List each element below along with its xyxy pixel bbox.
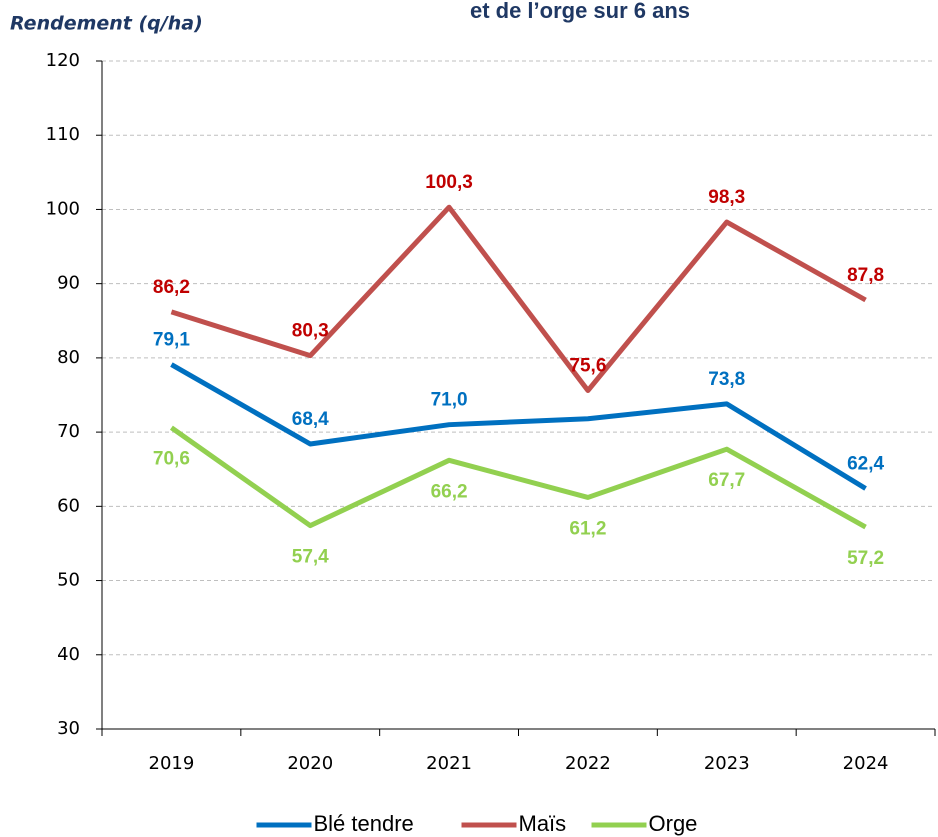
y-tick-label: 30 xyxy=(57,718,80,739)
data-label: 75,6 xyxy=(569,356,606,377)
legend-label: Maïs xyxy=(519,811,567,836)
data-label: 66,2 xyxy=(431,481,468,502)
data-label: 57,2 xyxy=(847,548,884,569)
x-tick-label: 2019 xyxy=(149,753,195,774)
data-label: 98,3 xyxy=(708,187,745,208)
y-axis-title: Rendement (q/ha) xyxy=(10,13,203,35)
x-tick-label: 2022 xyxy=(565,753,611,774)
data-label: 86,2 xyxy=(153,277,190,298)
y-tick-label: 50 xyxy=(57,570,80,591)
y-tick-label: 110 xyxy=(46,124,80,145)
y-tick-label: 60 xyxy=(57,495,80,516)
y-tick-label: 80 xyxy=(57,347,80,368)
data-label: 73,8 xyxy=(708,369,745,390)
data-label: 79,1 xyxy=(153,330,190,351)
y-tick-label: 90 xyxy=(57,273,80,294)
legend-label: Orge xyxy=(649,811,698,836)
x-tick-label: 2023 xyxy=(704,753,750,774)
data-label: 68,4 xyxy=(292,409,329,430)
data-label: 80,3 xyxy=(292,321,329,342)
data-label: 70,6 xyxy=(153,449,190,470)
data-label: 57,4 xyxy=(292,547,329,568)
series-line xyxy=(170,204,867,394)
data-label: 71,0 xyxy=(431,390,468,411)
data-label: 61,2 xyxy=(569,518,606,539)
x-tick-label: 2020 xyxy=(287,753,333,774)
y-tick-label: 70 xyxy=(57,421,80,442)
data-label: 87,8 xyxy=(847,265,884,286)
y-tick-label: 40 xyxy=(57,644,80,665)
series-line xyxy=(170,362,867,491)
legend-label: Blé tendre xyxy=(314,811,414,836)
y-tick-label: 120 xyxy=(46,50,80,71)
series-line xyxy=(169,425,867,530)
y-tick-label: 100 xyxy=(46,198,80,219)
x-tick-label: 2024 xyxy=(843,753,889,774)
x-tick-label: 2021 xyxy=(426,753,472,774)
data-label: 67,7 xyxy=(708,470,745,491)
data-label: 62,4 xyxy=(847,454,884,475)
chart-title: et de l’orge sur 6 ans xyxy=(470,0,690,23)
data-label: 100,3 xyxy=(425,172,473,193)
